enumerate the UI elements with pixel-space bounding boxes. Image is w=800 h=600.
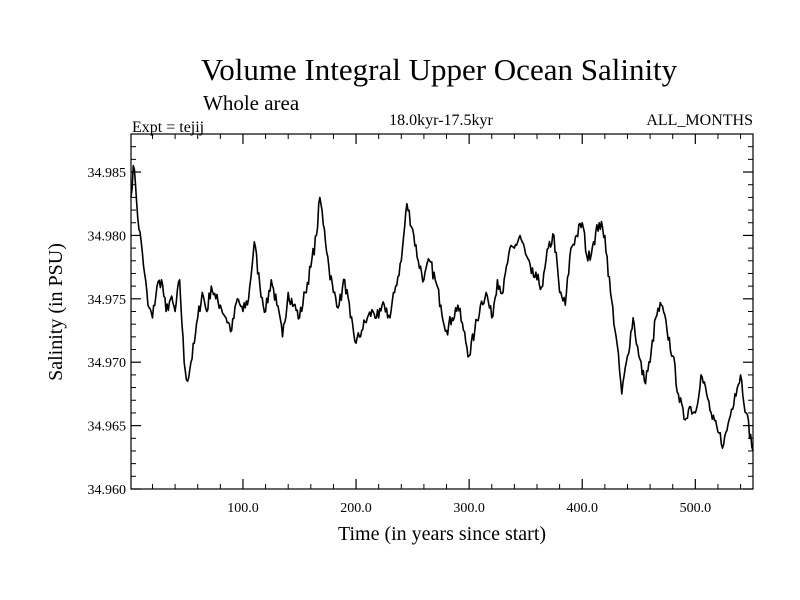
period-label: 18.0kyr-17.5kyr (389, 112, 493, 129)
x-tick-label: 100.0 (227, 501, 259, 516)
chart-subtitle: Whole area (203, 91, 300, 115)
x-tick-labels: 100.0 200.0 300.0 400.0 500.0 (227, 501, 711, 516)
salinity-series-line (130, 164, 754, 452)
x-tick-label: 200.0 (340, 501, 372, 516)
y-tick-labels: 34.960 34.965 34.970 34.975 34.980 34.985 (88, 166, 127, 498)
y-tick-label: 34.960 (88, 483, 127, 498)
y-tick-label: 34.985 (88, 166, 127, 181)
y-tick-label: 34.975 (88, 293, 127, 308)
x-tick-label: 400.0 (566, 501, 598, 516)
months-label: ALL_MONTHS (646, 112, 753, 129)
y-axis-label: Salinity (in PSU) (45, 243, 67, 381)
chart-title: Volume Integral Upper Ocean Salinity (201, 52, 678, 87)
x-tick-label: 500.0 (680, 501, 712, 516)
axis-ticks (131, 133, 753, 490)
experiment-label: Expt = tejij (132, 119, 204, 136)
y-tick-label: 34.970 (88, 356, 127, 371)
y-tick-label: 34.965 (88, 420, 127, 435)
y-tick-label: 34.980 (88, 229, 127, 244)
x-axis-label: Time (in years since start) (338, 523, 546, 545)
x-tick-label: 300.0 (453, 501, 485, 516)
